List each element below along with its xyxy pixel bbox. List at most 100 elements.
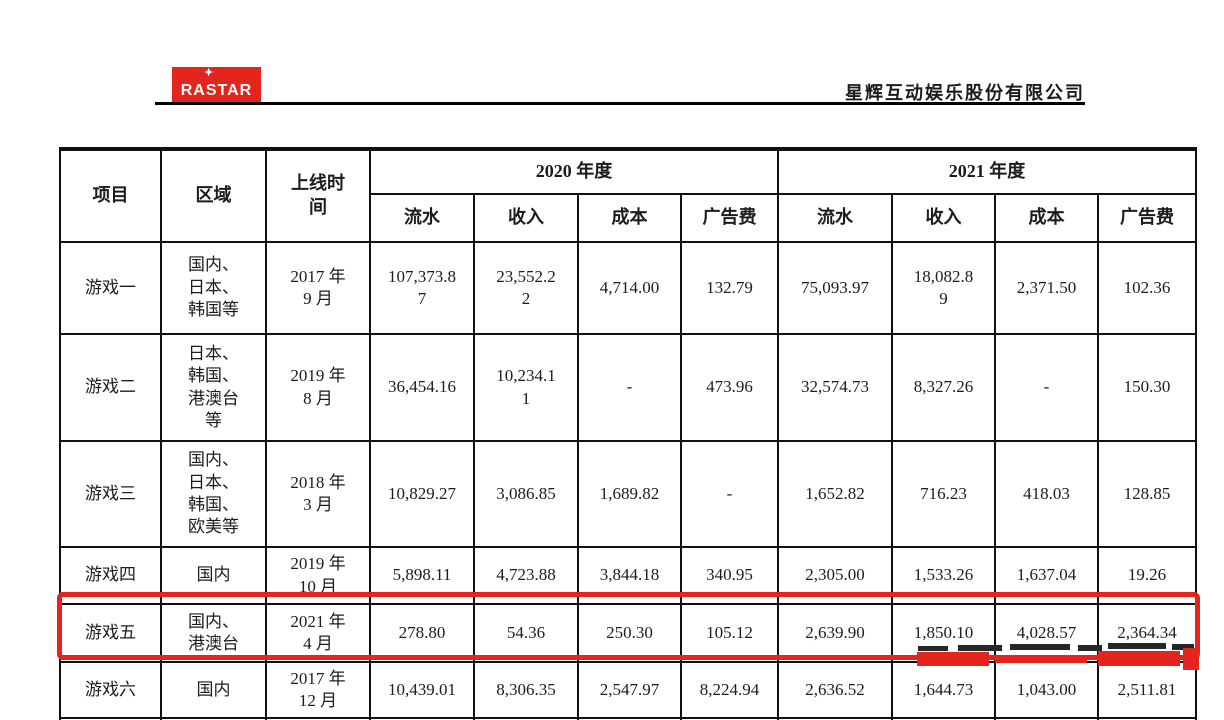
- cell-2020-ad: 340.95: [680, 546, 779, 605]
- cell-launch: 2017 年 12 月: [265, 661, 371, 719]
- cell-2021-ad: 150.30: [1097, 333, 1197, 442]
- cell-2021-ad: 102.36: [1097, 241, 1197, 335]
- cell-2021-cost: 4,028.57: [994, 603, 1099, 663]
- cell-2021-flow: 75,093.97: [777, 241, 893, 335]
- cell-project: 游戏四: [59, 546, 162, 605]
- table-row-partial: [59, 717, 1197, 720]
- cell-2021-income: 716.23: [891, 440, 996, 548]
- cell-2021-flow: 1,652.82: [777, 440, 893, 548]
- cell-2020-income: 54.36: [473, 603, 579, 663]
- cell-2020-cost: 250.30: [577, 603, 682, 663]
- cell-project: 游戏六: [59, 661, 162, 719]
- logo-text: RASTAR: [180, 82, 253, 99]
- col-header-2021-cost: 成本: [994, 193, 1099, 243]
- col-header-2020-income: 收入: [473, 193, 579, 243]
- cell-region: 国内、 港澳台: [160, 603, 267, 663]
- cell-2021-income: 8,327.26: [891, 333, 996, 442]
- cell-2020-income: 10,234.1 1: [473, 333, 579, 442]
- cell-2021-income: 1,533.26: [891, 546, 996, 605]
- col-header-2021-income: 收入: [891, 193, 996, 243]
- cell-2021-cost: 1,637.04: [994, 546, 1099, 605]
- cell-region: 国内: [160, 661, 267, 719]
- cell-2021-flow: 2,639.90: [777, 603, 893, 663]
- watermark-fragment: [917, 652, 989, 666]
- cell-2021-cost: 1,043.00: [994, 661, 1099, 719]
- table-row-game6: 游戏六 国内 2017 年 12 月 10,439.01 8,306.35 2,…: [59, 661, 1197, 719]
- cell-2020-flow: 10,439.01: [369, 661, 475, 719]
- cell-2020-income: 4,723.88: [473, 546, 579, 605]
- cell-2021-flow: 32,574.73: [777, 333, 893, 442]
- cell-2021-cost: -: [994, 333, 1099, 442]
- watermark-fragment: [1098, 651, 1180, 666]
- cell-launch: 2017 年 9 月: [265, 241, 371, 335]
- col-group-2021: 2021 年度: [777, 148, 1197, 195]
- watermark-fragment: [918, 646, 948, 651]
- rastar-logo: ✦ RASTAR: [172, 67, 261, 103]
- cell-2020-ad: -: [680, 440, 779, 548]
- col-header-launch-time: 上线时 间: [265, 148, 371, 243]
- cell-2020-flow: 5,898.11: [369, 546, 475, 605]
- cell-2020-cost: 2,547.97: [577, 661, 682, 719]
- cell-region: 国内、 日本、 韩国等: [160, 241, 267, 335]
- watermark-fragment: [1010, 644, 1070, 650]
- cell-2020-flow: 107,373.8 7: [369, 241, 475, 335]
- cell-2021-flow: 2,305.00: [777, 546, 893, 605]
- cell-2021-income: 18,082.8 9: [891, 241, 996, 335]
- cell-2021-ad: 2,511.81: [1097, 661, 1197, 719]
- watermark-fragment: [958, 645, 1002, 651]
- cell-2021-ad: 19.26: [1097, 546, 1197, 605]
- col-header-2020-cost: 成本: [577, 193, 682, 243]
- cell-2020-ad: 473.96: [680, 333, 779, 442]
- col-header-2020-ad: 广告费: [680, 193, 779, 243]
- table-row-game1: 游戏一 国内、 日本、 韩国等 2017 年 9 月 107,373.8 7 2…: [59, 241, 1197, 335]
- watermark-fragment: [1108, 643, 1166, 649]
- cell-project: 游戏五: [59, 603, 162, 663]
- cell-2020-cost: -: [577, 333, 682, 442]
- cell-2020-cost: 4,714.00: [577, 241, 682, 335]
- cell-launch: 2018 年 3 月: [265, 440, 371, 548]
- company-name: 星辉互动娱乐股份有限公司: [845, 83, 1085, 103]
- cell-2020-ad: 132.79: [680, 241, 779, 335]
- cell-2021-flow: 2,636.52: [777, 661, 893, 719]
- col-header-2021-ad: 广告费: [1097, 193, 1197, 243]
- cell-2020-cost: 1,689.82: [577, 440, 682, 548]
- col-header-2020-flow: 流水: [369, 193, 475, 243]
- cell-launch: 2019 年 10 月: [265, 546, 371, 605]
- cell-region: 国内: [160, 546, 267, 605]
- star-icon: ✦: [204, 67, 215, 79]
- cell-2021-cost: 418.03: [994, 440, 1099, 548]
- cell-launch: 2021 年 4 月: [265, 603, 371, 663]
- watermark-fragment: [1078, 645, 1102, 651]
- cell-2021-cost: 2,371.50: [994, 241, 1099, 335]
- watermark-fragment: [1172, 644, 1194, 650]
- cell-2021-income: 1,644.73: [891, 661, 996, 719]
- header-divider: [155, 102, 1085, 105]
- cell-project: 游戏一: [59, 241, 162, 335]
- table-row-game3: 游戏三 国内、 日本、 韩国、 欧美等 2018 年 3 月 10,829.27…: [59, 440, 1197, 548]
- watermark-fragment: [1183, 648, 1199, 670]
- cell-region: 日本、 韩国、 港澳台 等: [160, 333, 267, 442]
- cell-2020-flow: 278.80: [369, 603, 475, 663]
- col-header-2021-flow: 流水: [777, 193, 893, 243]
- cell-2020-ad: 8,224.94: [680, 661, 779, 719]
- cell-project: 游戏二: [59, 333, 162, 442]
- watermark-fragment: [995, 655, 1087, 663]
- table-row-game5-highlighted: 游戏五 国内、 港澳台 2021 年 4 月 278.80 54.36 250.…: [59, 603, 1197, 663]
- cell-2020-ad: 105.12: [680, 603, 779, 663]
- cell-2020-flow: 36,454.16: [369, 333, 475, 442]
- col-header-region: 区域: [160, 148, 267, 243]
- game-financials-table: 项目 区域 上线时 间 2020 年度 2021 年度 流水 收入 成本 广告费…: [59, 147, 1197, 720]
- cell-2020-cost: 3,844.18: [577, 546, 682, 605]
- cell-launch: 2019 年 8 月: [265, 333, 371, 442]
- cell-2020-flow: 10,829.27: [369, 440, 475, 548]
- col-group-2020: 2020 年度: [369, 148, 779, 195]
- table-row-game2: 游戏二 日本、 韩国、 港澳台 等 2019 年 8 月 36,454.16 1…: [59, 333, 1197, 442]
- cell-2021-ad: 128.85: [1097, 440, 1197, 548]
- cell-region: 国内、 日本、 韩国、 欧美等: [160, 440, 267, 548]
- cell-project: 游戏三: [59, 440, 162, 548]
- cell-2020-income: 8,306.35: [473, 661, 579, 719]
- cell-2020-income: 23,552.2 2: [473, 241, 579, 335]
- col-header-project: 项目: [59, 148, 162, 243]
- table-row-game4: 游戏四 国内 2019 年 10 月 5,898.11 4,723.88 3,8…: [59, 546, 1197, 605]
